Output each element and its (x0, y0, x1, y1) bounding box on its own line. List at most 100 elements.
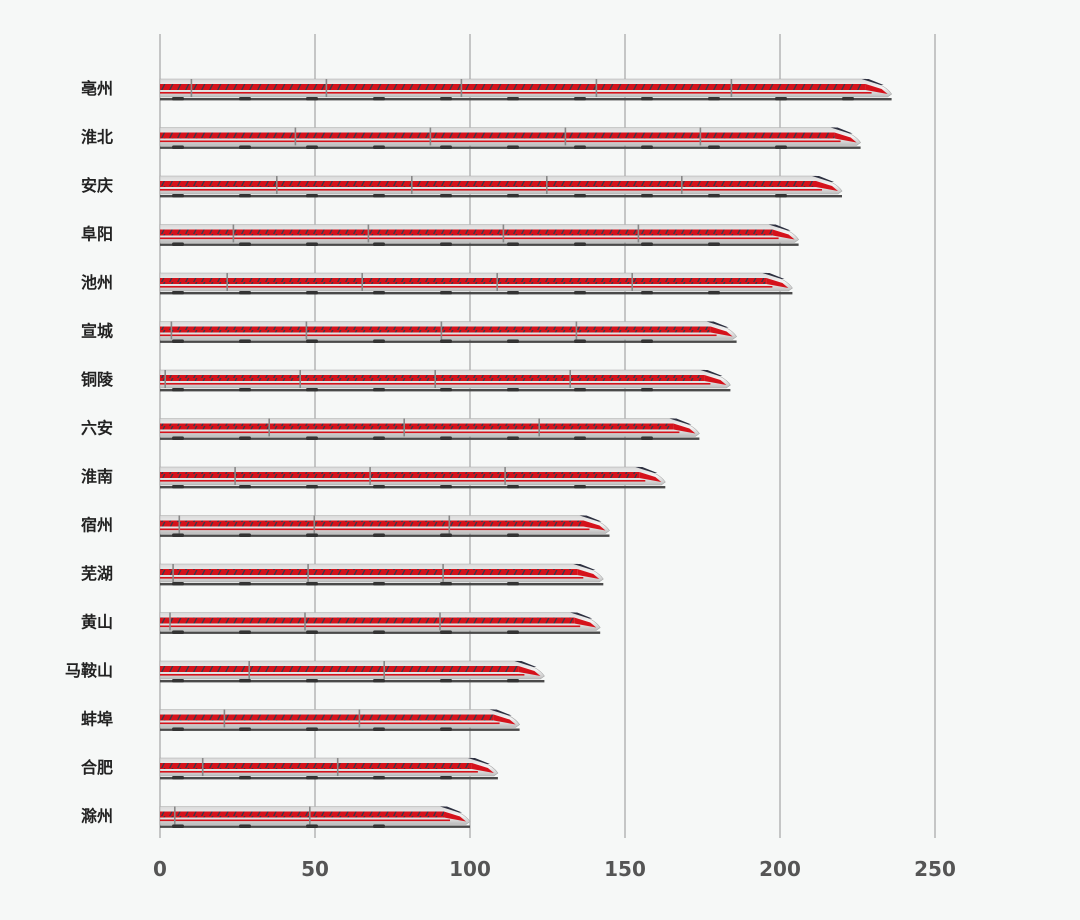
bar-wheel-bogie (440, 630, 452, 634)
bar-wheel-bogie (708, 97, 720, 101)
bar-nose-stripe (865, 84, 888, 94)
bar-wheel-bogie (440, 485, 452, 489)
x-tick-label: 50 (301, 857, 329, 881)
bar-wheel-bogie (239, 582, 251, 586)
bar-wheel-bogie (440, 436, 452, 440)
bar-wheel-bogie (507, 582, 519, 586)
bar-rail (160, 777, 498, 780)
y-category-label: 淮北 (81, 128, 113, 147)
bar-car-joint (502, 224, 505, 243)
y-category-label: 合肥 (81, 758, 113, 777)
bar-nose-stripe (518, 666, 541, 676)
bar-car-joint (383, 661, 385, 679)
bar (159, 612, 601, 634)
bar-nose-stripe (710, 326, 733, 337)
bar-nose-stripe (639, 472, 662, 482)
bar-wheel-bogie (306, 388, 318, 392)
bar-wheel-bogie (373, 436, 385, 440)
bar (159, 272, 793, 295)
bar-wheel-bogie (708, 291, 720, 295)
bar-windshield (700, 370, 723, 376)
bar (159, 78, 893, 101)
bar-windshield (579, 515, 602, 522)
bar-nose-stripe (444, 811, 466, 822)
y-category-label: 铜陵 (81, 370, 114, 389)
bar-car-joint (201, 758, 204, 776)
bar-windshield (570, 612, 593, 619)
bar-nose-stripe (577, 569, 600, 579)
bar-skirt-line (160, 92, 872, 94)
bar-wheel-bogie (373, 97, 385, 101)
bar-car-joint (178, 515, 181, 534)
bar-skirt-line (160, 819, 450, 822)
bar-car-joint (403, 418, 405, 437)
bar-wheel-bogie (574, 485, 586, 489)
bar-wheel-bogie (440, 776, 452, 780)
bar-wheel-bogie (373, 727, 385, 731)
bar-wheel-bogie (574, 97, 586, 101)
bar-rail (160, 243, 799, 246)
bar-nose-stripe (471, 763, 494, 773)
bar-windshield (467, 758, 490, 764)
bar-windshield (514, 661, 537, 667)
y-category-label: 芜湖 (81, 564, 113, 583)
bar-wheel-bogie (239, 388, 251, 392)
bar-window-band (160, 569, 578, 575)
bar-skirt-line (160, 577, 584, 579)
bar-wheel-bogie (641, 339, 653, 343)
bar-wheel-bogie (507, 291, 519, 295)
bar-car-joint (460, 79, 463, 97)
bar-wheel-bogie (775, 194, 787, 198)
bar-wheel-bogie (641, 436, 653, 440)
bar-car-joint (361, 273, 363, 291)
bar-windshield (440, 806, 462, 813)
bar-wheel-bogie (172, 194, 184, 198)
bar-car-joint (172, 564, 174, 582)
bar-wheel-bogie (842, 97, 854, 101)
bar-wheel-bogie (507, 630, 519, 634)
bar-windshield (861, 79, 884, 85)
bar-car-joint (411, 176, 413, 194)
bar-car-joint (595, 79, 598, 97)
bar-window-band (160, 229, 773, 236)
labels-layer: 0 50 100 150 200 250 亳州淮北安庆阜阳池州宣城铜陵六安淮南宿州芜湖黄山马… (65, 79, 956, 881)
bar-skirt-line (160, 528, 590, 531)
bar-car-joint (496, 273, 498, 291)
bar-wheel-bogie (172, 824, 184, 828)
bar-wheel-bogie (239, 630, 251, 634)
bar-wheel-bogie (239, 727, 251, 731)
bar-windshield (635, 467, 658, 473)
bar-rail (160, 680, 545, 683)
bar-wheel-bogie (507, 679, 519, 683)
bar-car-joint (190, 79, 193, 97)
bar-nose-stripe (583, 520, 606, 531)
x-tick-label: 0 (153, 857, 167, 881)
bar-wheel-bogie (306, 630, 318, 634)
bar-wheel-bogie (507, 485, 519, 489)
bar-car-joint (369, 467, 371, 485)
bar-wheel-bogie (239, 291, 251, 295)
bar-car-joint (637, 224, 640, 243)
bar (159, 175, 843, 198)
bar-nose-stripe (816, 181, 838, 191)
y-category-label: 蚌埠 (81, 710, 113, 729)
bars-layer (159, 78, 893, 828)
bar-nose-stripe (766, 278, 789, 288)
bar-wheel-bogie (574, 339, 586, 343)
bar-wheel-bogie (775, 145, 787, 149)
bar-car-joint (232, 224, 235, 243)
bar-nose-stripe (493, 714, 516, 725)
bar-car-joint (564, 127, 567, 146)
bar-wheel-bogie (708, 145, 720, 149)
bar-window-band (160, 375, 705, 381)
bar-skirt-line (160, 431, 680, 434)
bar-wheel-bogie (172, 485, 184, 489)
bar-nose-stripe (704, 375, 727, 385)
bar-wheel-bogie (373, 291, 385, 295)
x-tick-label: 250 (914, 857, 956, 881)
bar-wheel-bogie (172, 582, 184, 586)
bar-wheel-bogie (239, 485, 251, 489)
bar-car-joint (575, 321, 578, 340)
bar-window-band (160, 84, 866, 90)
bar-wheel-bogie (306, 485, 318, 489)
